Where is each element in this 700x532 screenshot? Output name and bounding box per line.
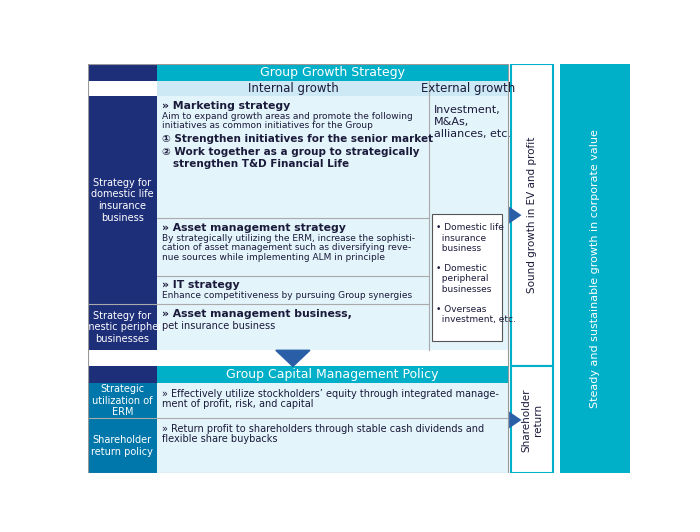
FancyBboxPatch shape	[428, 96, 508, 350]
Text: Strategy for
domestic peripheral
businesses: Strategy for domestic peripheral busines…	[74, 311, 172, 344]
Text: Internal growth: Internal growth	[248, 82, 338, 95]
FancyBboxPatch shape	[88, 418, 158, 473]
FancyBboxPatch shape	[88, 81, 158, 96]
Text: » Return profit to shareholders through stable cash dividends and: » Return profit to shareholders through …	[162, 424, 484, 434]
FancyBboxPatch shape	[158, 96, 428, 350]
Text: • Domestic life
  insurance
  business: • Domestic life insurance business	[436, 223, 504, 253]
FancyBboxPatch shape	[433, 214, 502, 341]
Text: » Effectively utilize stockholders’ equity through integrated manage-: » Effectively utilize stockholders’ equi…	[162, 389, 499, 399]
FancyBboxPatch shape	[88, 384, 158, 418]
FancyBboxPatch shape	[88, 96, 158, 350]
Text: Enhance competitiveness by pursuing Group synergies: Enhance competitiveness by pursuing Grou…	[162, 291, 412, 300]
Text: By strategically utilizing the ERM, increase the sophisti-: By strategically utilizing the ERM, incr…	[162, 234, 415, 243]
Text: nue sources while implementing ALM in principle: nue sources while implementing ALM in pr…	[162, 253, 385, 262]
Polygon shape	[509, 206, 522, 223]
FancyBboxPatch shape	[512, 64, 552, 367]
FancyBboxPatch shape	[88, 64, 158, 81]
Text: Sound growth in EV and profit: Sound growth in EV and profit	[527, 137, 537, 293]
FancyBboxPatch shape	[512, 367, 552, 473]
FancyBboxPatch shape	[88, 384, 508, 473]
Text: » Asset management strategy: » Asset management strategy	[162, 223, 346, 233]
Text: ② Work together as a group to strategically: ② Work together as a group to strategica…	[162, 147, 419, 157]
Text: • Overseas
  investment, etc.: • Overseas investment, etc.	[436, 305, 516, 324]
Text: Aim to expand growth areas and promote the following: Aim to expand growth areas and promote t…	[162, 112, 412, 121]
Text: Shareholder
return policy: Shareholder return policy	[92, 435, 153, 456]
Text: » Marketing strategy: » Marketing strategy	[162, 101, 290, 111]
Text: strengthen T&D Financial Life: strengthen T&D Financial Life	[173, 159, 349, 169]
FancyBboxPatch shape	[158, 81, 508, 96]
Text: Strategic
utilization of
ERM: Strategic utilization of ERM	[92, 384, 153, 417]
Text: ment of profit, risk, and capital: ment of profit, risk, and capital	[162, 399, 314, 409]
Polygon shape	[276, 350, 310, 367]
Text: pet insurance business: pet insurance business	[162, 321, 275, 331]
Text: flexible share buybacks: flexible share buybacks	[162, 434, 277, 444]
Polygon shape	[509, 411, 522, 428]
Text: » IT strategy: » IT strategy	[162, 280, 239, 290]
FancyBboxPatch shape	[158, 64, 508, 81]
Text: Group Capital Management Policy: Group Capital Management Policy	[226, 369, 439, 381]
Text: cation of asset management such as diversifying reve-: cation of asset management such as diver…	[162, 243, 411, 252]
FancyBboxPatch shape	[560, 64, 630, 473]
FancyBboxPatch shape	[88, 367, 158, 384]
Text: External growth: External growth	[421, 82, 515, 95]
Text: » Asset management business,: » Asset management business,	[162, 309, 352, 319]
Text: initiatives as common initiatives for the Group: initiatives as common initiatives for th…	[162, 121, 373, 130]
Text: Strategy for
domestic life
insurance
business: Strategy for domestic life insurance bus…	[91, 178, 154, 222]
FancyBboxPatch shape	[158, 367, 508, 384]
Text: Steady and sustainable growth in corporate value: Steady and sustainable growth in corpora…	[590, 129, 600, 408]
Text: Group Growth Strategy: Group Growth Strategy	[260, 66, 405, 79]
Text: ① Strengthen initiatives for the senior market: ① Strengthen initiatives for the senior …	[162, 134, 433, 144]
Text: Investment,
M&As,
alliances, etc.: Investment, M&As, alliances, etc.	[434, 105, 511, 139]
Text: • Domestic
  peripheral
  businesses: • Domestic peripheral businesses	[436, 264, 491, 294]
Text: Shareholder
return: Shareholder return	[522, 388, 542, 452]
